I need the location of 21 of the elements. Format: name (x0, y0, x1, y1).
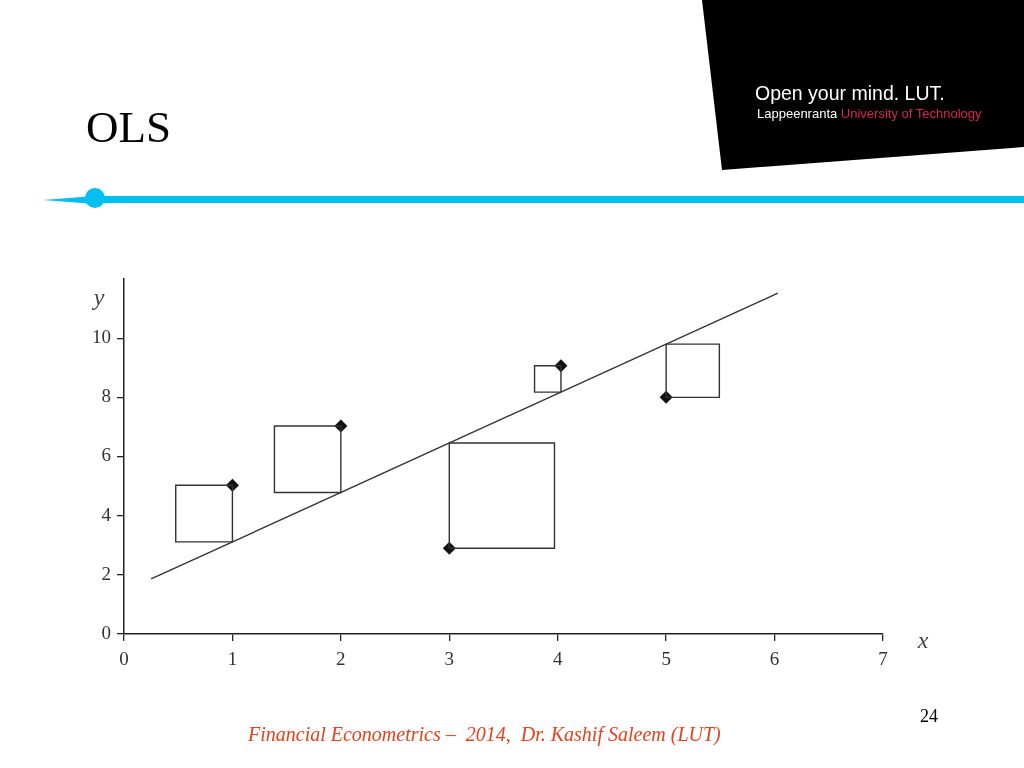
x-tick-label: 3 (444, 648, 455, 670)
x-tick-label: 5 (661, 648, 671, 670)
text: Open your mind. LUT. (755, 82, 945, 106)
x-tick-label: 7 (878, 648, 888, 670)
text: Lappeenranta University of Technology (757, 106, 982, 121)
x-tick-label: 2 (336, 648, 346, 670)
y-tick-label: 2 (101, 562, 111, 584)
text: 24 (920, 706, 938, 728)
y-tick-label: 0 (101, 621, 111, 643)
x-tick-label: 1 (227, 648, 238, 670)
y-tick-label: 8 (101, 385, 111, 407)
y-tick-label: 10 (92, 326, 111, 348)
x-tick-label: 0 (119, 648, 129, 670)
y-axis-title: y (91, 284, 105, 311)
text: Financial Econometrics – 2014, Dr. Kashif Saleem (LUT) (248, 722, 721, 746)
x-axis-title: x (916, 627, 929, 654)
x-tick-label: 4 (552, 648, 563, 670)
y-tick-label: 4 (101, 503, 112, 525)
y-tick-label: 6 (101, 444, 111, 466)
chart-title: OLS (86, 101, 172, 153)
x-tick-label: 6 (769, 648, 780, 670)
